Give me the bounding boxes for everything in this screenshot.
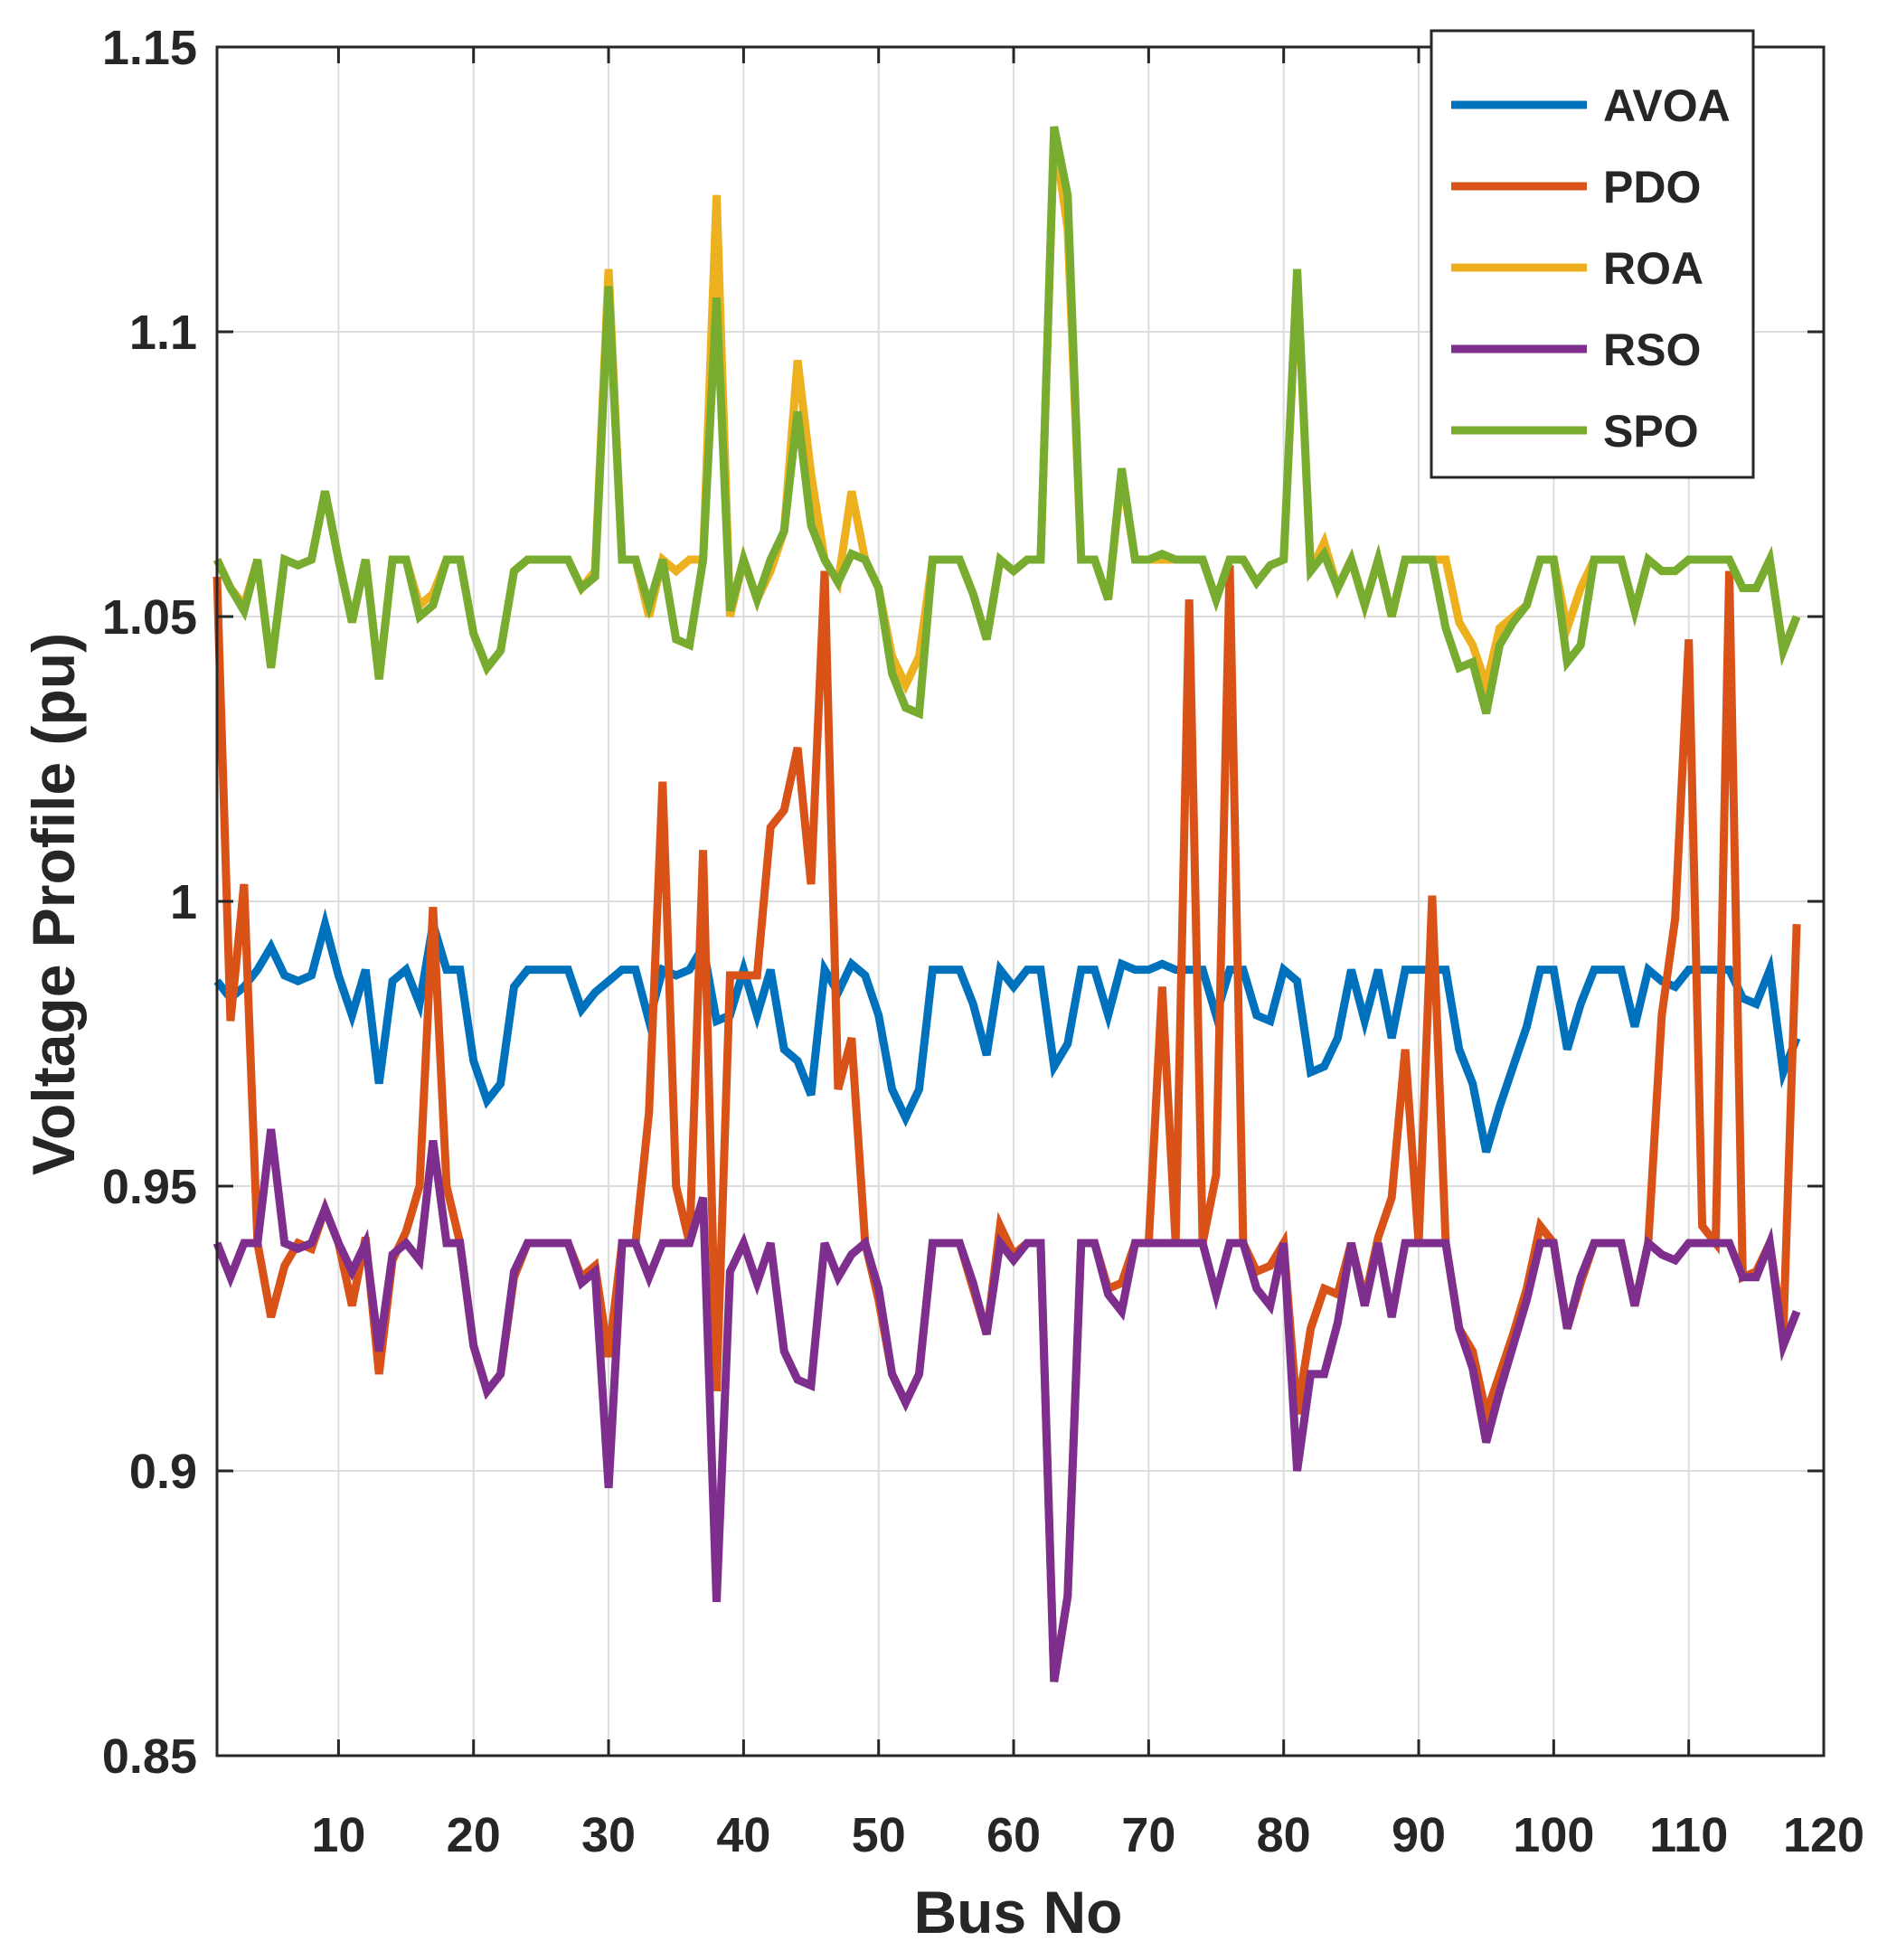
x-tick-label: 90	[1392, 1808, 1446, 1862]
series-lines	[212, 126, 1801, 1682]
x-tick-label: 70	[1121, 1808, 1175, 1862]
series-line-rso	[212, 1128, 1801, 1682]
legend-label-spo: SPO	[1603, 406, 1699, 457]
legend-label-avoa: AVOA	[1603, 80, 1731, 131]
legend: AVOA PDO ROA RSO SPO	[1430, 29, 1755, 479]
y-tick-labels: 0.85 0.9 0.95 1 1.05 1.1 1.15	[102, 21, 197, 1784]
y-axis-label: Voltage Profile (pu)	[20, 633, 87, 1175]
x-tick-labels: 10 20 30 40 50 60 70 80 90 100 110 120	[311, 1808, 1864, 1862]
y-tick-label: 1.15	[102, 21, 197, 75]
x-tick-label: 60	[986, 1808, 1041, 1862]
y-tick-label: 0.95	[102, 1160, 197, 1214]
x-tick-label: 100	[1513, 1808, 1594, 1862]
x-axis-label: Bus No	[914, 1879, 1123, 1946]
y-tick-label: 1.1	[129, 306, 197, 360]
series-line-avoa	[213, 908, 1801, 1154]
x-tick-label: 50	[852, 1808, 906, 1862]
x-tick-label: 120	[1783, 1808, 1864, 1862]
x-tick-label: 40	[716, 1808, 770, 1862]
x-tick-label: 10	[311, 1808, 365, 1862]
y-tick-label: 1.05	[102, 590, 197, 645]
y-tick-label: 0.9	[129, 1445, 197, 1499]
series-line-spo	[212, 126, 1801, 720]
x-tick-label: 110	[1649, 1808, 1728, 1862]
y-tick-label: 1	[170, 875, 197, 929]
legend-label-roa: ROA	[1603, 243, 1703, 294]
x-tick-label: 30	[581, 1808, 636, 1862]
legend-label-rso: RSO	[1603, 325, 1701, 375]
legend-label-pdo: PDO	[1603, 162, 1701, 212]
x-tick-label: 80	[1257, 1808, 1311, 1862]
x-tick-label: 20	[447, 1808, 501, 1862]
y-tick-label: 0.85	[102, 1729, 197, 1784]
